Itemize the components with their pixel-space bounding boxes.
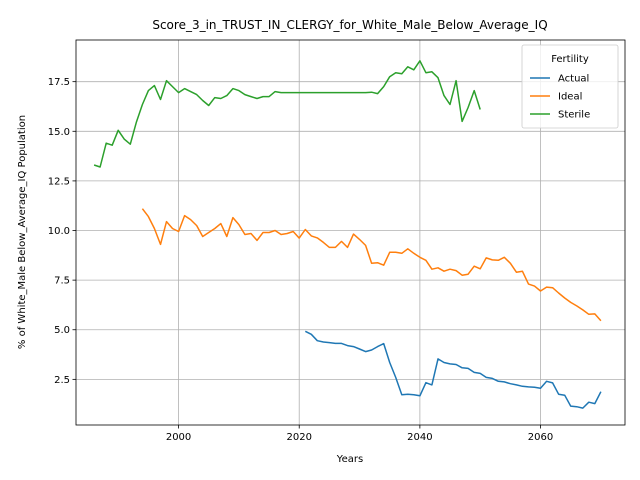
y-tick-label: 10.0 — [48, 226, 70, 237]
legend-title: Fertility — [551, 54, 589, 65]
legend-label-actual: Actual — [558, 74, 589, 85]
series-lines — [93, 60, 602, 409]
x-tick-label: 2020 — [286, 432, 311, 443]
x-tick-label: 2040 — [407, 432, 432, 443]
y-tick-label: 17.5 — [48, 77, 70, 88]
y-axis: 2.5 5.0 7.5 10.0 12.5 15.0 17.5 — [48, 77, 76, 386]
y-tick-label: 5.0 — [54, 325, 70, 336]
x-axis: 2000 2020 2040 2060 — [166, 425, 553, 443]
y-tick-label: 7.5 — [54, 276, 70, 287]
x-tick-label: 2060 — [528, 432, 553, 443]
legend: Fertility Actual Ideal Sterile — [521, 44, 619, 129]
legend-box — [521, 44, 619, 129]
chart-title: Score_3_in_TRUST_IN_CLERGY_for_White_Mal… — [152, 18, 547, 32]
legend-label-sterile: Sterile — [558, 110, 590, 121]
x-axis-label: Years — [336, 454, 363, 465]
series-line-sterile — [93, 60, 481, 168]
y-axis-label: % of White_Male Below_Average_IQ Populat… — [17, 115, 28, 349]
series-line-actual — [304, 330, 602, 409]
y-tick-label: 12.5 — [48, 176, 70, 187]
legend-label-ideal: Ideal — [558, 92, 582, 103]
series-line-ideal — [141, 208, 602, 322]
y-tick-label: 2.5 — [54, 375, 70, 386]
y-tick-label: 15.0 — [48, 127, 70, 138]
x-tick-label: 2000 — [166, 432, 191, 443]
plot-frame — [75, 39, 626, 426]
